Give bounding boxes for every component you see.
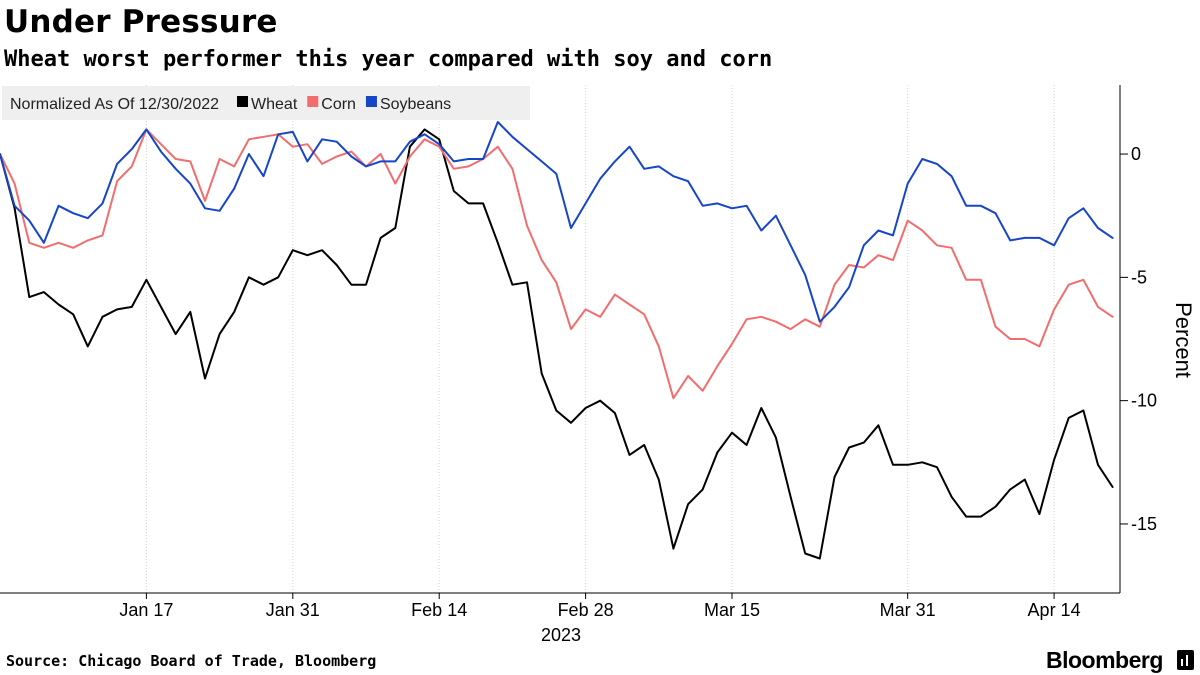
- legend-swatch-wheat: [237, 96, 249, 107]
- x-tick-label: Jan 31: [266, 600, 320, 620]
- legend-label-wheat: Wheat: [251, 96, 298, 113]
- legend-swatch-soybeans: [365, 96, 377, 107]
- legend-items: Wheat Corn Soybeans: [237, 96, 451, 113]
- series-line-corn: [0, 128, 1114, 400]
- y-tick-label: -15: [1131, 514, 1157, 534]
- x-tick-label: Feb 14: [411, 600, 467, 620]
- x-tick-label: Mar 31: [880, 600, 936, 620]
- series-line-wheat: [0, 128, 1114, 560]
- y-axis-title: Percent: [1171, 302, 1196, 378]
- x-axis-ticks: Jan 17 Jan 31 Feb 14 Feb 28 Mar 15 Mar 31 Apr …: [119, 593, 1081, 620]
- legend-title: Normalized As Of 12/30/2022: [10, 96, 219, 113]
- y-tick-label: -5: [1131, 267, 1147, 287]
- bloomberg-logo: Bloomberg: [1046, 647, 1163, 673]
- series-line-soybeans: [0, 121, 1114, 323]
- legend-swatch-corn: [307, 96, 319, 107]
- vertical-gridlines: [145, 85, 1055, 593]
- y-axis-ticks: 0 -5 -10 -15: [1120, 144, 1157, 534]
- y-tick-label: -10: [1131, 391, 1157, 411]
- x-axis-year-label: 2023: [541, 625, 581, 645]
- chart-subtitle: Wheat worst performer this year compared…: [4, 47, 773, 72]
- y-tick-label: 0: [1131, 144, 1141, 164]
- bloomberg-terminal-icon: [1177, 650, 1194, 670]
- legend: Normalized As Of 12/30/2022 Wheat Corn Soy…: [2, 86, 530, 120]
- series-layer: [0, 121, 1114, 560]
- chart-title: Under Pressure: [4, 4, 278, 40]
- source-note: Source: Chicago Board of Trade, Bloomber…: [6, 652, 377, 670]
- legend-label-corn: Corn: [321, 96, 356, 113]
- x-tick-label: Apr 14: [1028, 600, 1081, 620]
- x-tick-label: Feb 28: [558, 600, 614, 620]
- x-tick-label: Jan 17: [119, 600, 173, 620]
- legend-background: [2, 86, 530, 120]
- x-tick-label: Mar 15: [704, 600, 760, 620]
- legend-label-soybeans: Soybeans: [380, 96, 451, 113]
